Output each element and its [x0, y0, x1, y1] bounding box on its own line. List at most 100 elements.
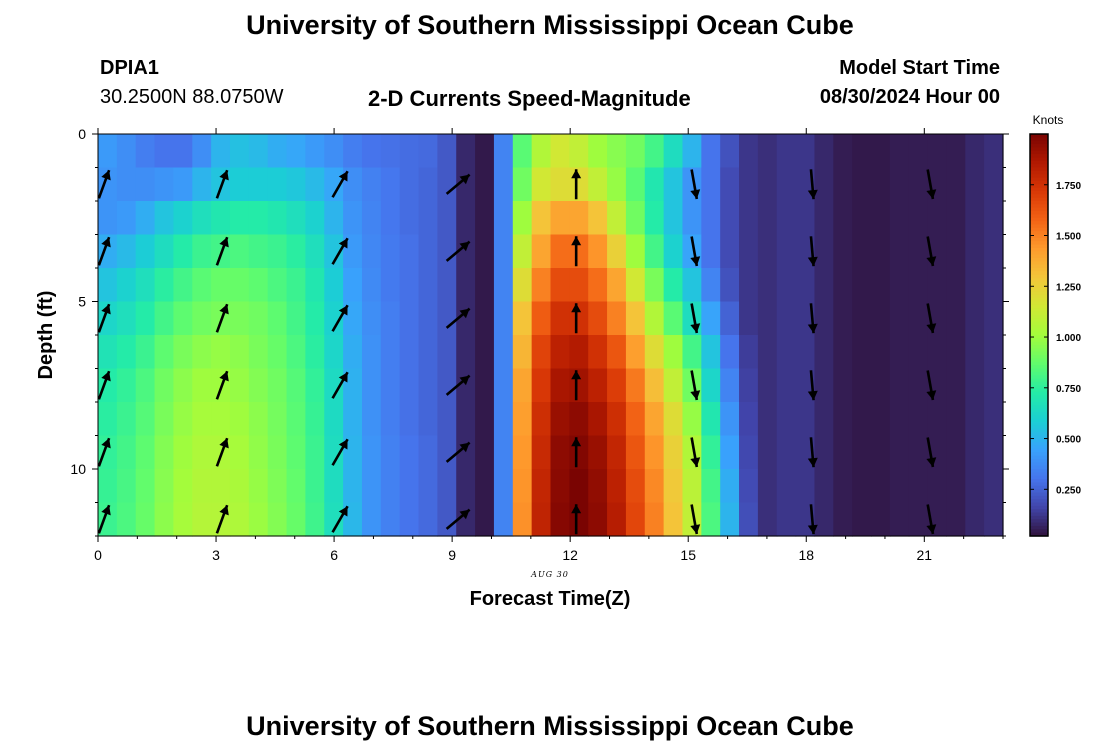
heatmap-cell: [927, 469, 948, 504]
heatmap-cell: [814, 301, 834, 336]
heatmap-cell: [286, 502, 306, 537]
colorbar-segment: [1030, 495, 1048, 500]
heatmap-cell: [814, 402, 834, 437]
heatmap-cell: [625, 234, 646, 269]
colorbar-segment: [1030, 381, 1048, 386]
heatmap-cell: [607, 201, 627, 236]
colorbar-segment: [1030, 432, 1048, 437]
heatmap-cell: [399, 167, 420, 202]
heatmap-cell: [701, 335, 721, 370]
heatmap-cell: [852, 502, 872, 537]
heatmap-cell: [324, 469, 344, 504]
heatmap-cell: [343, 167, 363, 202]
heatmap-cell: [663, 201, 684, 236]
heatmap-cell: [550, 268, 570, 303]
heatmap-cell: [192, 402, 212, 437]
heatmap-cell: [776, 502, 797, 537]
heatmap-cell: [361, 234, 382, 269]
heatmap-cell: [380, 435, 401, 470]
heatmap-cell: [588, 167, 608, 202]
heatmap-cell: [456, 301, 476, 336]
heatmap-cell: [984, 402, 1004, 437]
heatmap-cell: [739, 234, 759, 269]
colorbar-segment: [1030, 324, 1048, 329]
colorbar-segment: [1030, 318, 1048, 323]
heatmap-cell: [776, 301, 797, 336]
current-vector-arrow: [571, 303, 582, 334]
heatmap-cell: [305, 469, 325, 504]
heatmap-cell: [248, 301, 269, 336]
heatmap-cell: [286, 201, 306, 236]
heatmap-cell: [456, 402, 476, 437]
heatmap-cell: [267, 335, 288, 370]
heatmap-cell: [644, 368, 665, 403]
heatmap-cell: [833, 134, 853, 169]
heatmap-cell: [889, 502, 910, 537]
heatmap-cell: [173, 134, 193, 169]
heatmap-cell: [173, 435, 193, 470]
current-vector-arrow: [97, 370, 111, 400]
heatmap-cell: [852, 167, 872, 202]
heatmap-cell: [889, 234, 910, 269]
heatmap-cell: [437, 301, 457, 336]
heatmap-cell: [512, 402, 533, 437]
heatmap-cell: [625, 469, 646, 504]
heatmap-cell: [625, 268, 646, 303]
colorbar-segment: [1030, 251, 1048, 256]
heatmap-cell: [192, 368, 212, 403]
heatmap-cell: [475, 167, 495, 202]
current-vector-arrow: [215, 504, 229, 534]
heatmap-cell: [833, 167, 853, 202]
heatmap-cell: [644, 402, 665, 437]
heatmap-cell: [531, 335, 552, 370]
current-vector-arrow: [690, 169, 701, 200]
heatmap-cell: [475, 402, 495, 437]
heatmap-cell: [569, 201, 589, 236]
current-vector-arrow: [571, 370, 582, 401]
colorbar-segment: [1030, 515, 1048, 520]
heatmap-cell: [965, 502, 985, 537]
heatmap-cell: [569, 368, 589, 403]
heatmap-cell: [757, 368, 778, 403]
heatmap-cell: [493, 502, 514, 537]
colorbar-segment: [1030, 261, 1048, 266]
colorbar-segment: [1030, 512, 1048, 517]
colorbar-segment: [1030, 469, 1048, 473]
heatmap-cell: [871, 134, 891, 169]
colorbar-segment: [1030, 167, 1048, 172]
heatmap-cell: [98, 335, 118, 370]
colorbar-segment: [1030, 214, 1048, 219]
heatmap-cell: [739, 335, 759, 370]
heatmap-cell: [663, 234, 684, 269]
current-vector-arrow: [97, 303, 111, 333]
heatmap-cell: [871, 402, 891, 437]
heatmap-cell: [456, 201, 476, 236]
heatmap-cell: [682, 134, 702, 169]
heatmap-cell: [286, 268, 306, 303]
heatmap-cell: [644, 268, 665, 303]
heatmap-cell: [229, 234, 250, 269]
heatmap-cell: [135, 335, 156, 370]
heatmap-cell: [361, 301, 382, 336]
heatmap-cell: [380, 301, 401, 336]
colorbar-segment: [1030, 405, 1048, 410]
heatmap-cell: [550, 201, 570, 236]
current-vector-arrow: [807, 236, 818, 267]
heatmap-cell: [229, 435, 250, 470]
heatmap-cell: [135, 234, 156, 269]
heatmap-cell: [512, 435, 533, 470]
heatmap-cell: [154, 368, 175, 403]
heatmap-cell: [984, 502, 1004, 537]
heatmap-cell: [154, 234, 175, 269]
colorbar-segment: [1030, 157, 1048, 162]
colorbar-segment: [1030, 177, 1048, 182]
heatmap-cell: [701, 167, 721, 202]
heatmap-cell: [248, 469, 269, 504]
heatmap-cell: [286, 301, 306, 336]
colorbar-segment: [1030, 211, 1048, 215]
heatmap-cell: [720, 368, 740, 403]
heatmap-cell: [663, 134, 684, 169]
heatmap-cell: [211, 335, 231, 370]
heatmap-cell: [361, 201, 382, 236]
heatmap-cell: [644, 335, 665, 370]
